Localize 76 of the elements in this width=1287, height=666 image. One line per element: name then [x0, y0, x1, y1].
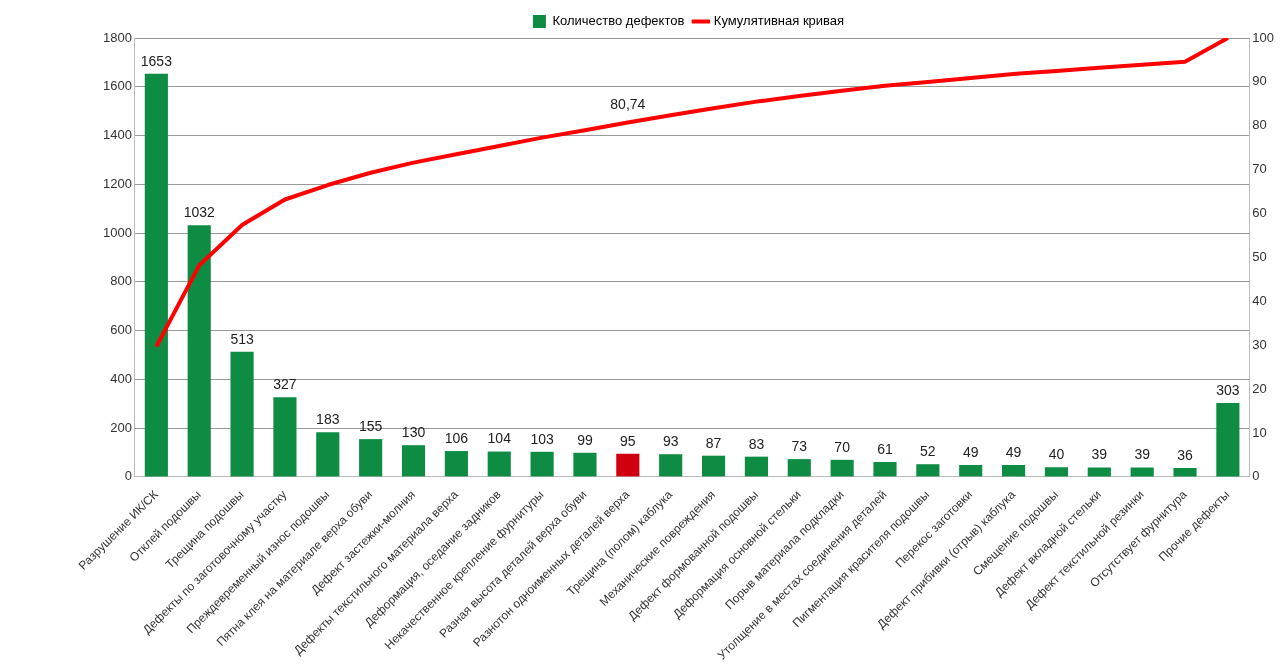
data-label: 1653: [140, 52, 173, 69]
data-label: 87: [705, 434, 722, 451]
data-label: 155: [358, 417, 383, 434]
data-label: 303: [1216, 381, 1240, 398]
data-label: 39: [1091, 446, 1108, 463]
bar: [1044, 467, 1069, 477]
y2-tick-label: 40: [1252, 292, 1267, 308]
bar: [273, 397, 297, 477]
bar: [230, 351, 254, 477]
data-label: 327: [273, 376, 297, 393]
bar: [916, 464, 940, 477]
y-tick-label: 800: [110, 273, 132, 289]
bar: [616, 453, 640, 477]
data-label: 49: [962, 443, 979, 460]
bar: [873, 462, 897, 477]
data-label: 83: [748, 435, 765, 452]
y-tick-label: 1000: [103, 224, 132, 240]
bar: [830, 459, 854, 477]
data-label: 73: [791, 437, 808, 454]
data-label: 106: [444, 429, 469, 446]
y-tick-label: 1200: [103, 175, 132, 191]
y2-tick-label: 90: [1252, 73, 1267, 89]
y2-tick-label: 60: [1252, 205, 1267, 221]
bar: [1216, 403, 1240, 477]
y-tick-label: 1600: [103, 78, 132, 94]
bar: [1002, 464, 1026, 477]
data-label: 36: [1177, 446, 1194, 463]
bar: [573, 452, 597, 477]
y-tick-label: 400: [110, 370, 132, 386]
bar: [659, 454, 683, 477]
y2-tick-label: 0: [1252, 468, 1260, 484]
y2-tick-label: 80: [1252, 117, 1267, 133]
bar: [316, 432, 340, 477]
data-label: 183: [316, 411, 340, 428]
bar: [1130, 467, 1154, 477]
data-label: 1032: [183, 204, 215, 221]
bar: [1087, 467, 1111, 477]
data-label: 39: [1134, 446, 1151, 463]
bar: [1173, 468, 1197, 477]
bar: [744, 456, 768, 477]
data-label: 80,74: [610, 96, 646, 113]
data-label: 104: [487, 430, 512, 447]
bar: [144, 73, 168, 477]
y2-tick-label: 30: [1252, 336, 1267, 352]
legend-label: Количество дефектов: [552, 13, 685, 29]
data-label: 61: [877, 440, 893, 457]
y-tick-label: 0: [124, 468, 132, 484]
bar: [701, 455, 726, 477]
bar: [444, 451, 468, 477]
data-label: 130: [401, 424, 426, 441]
bar: [530, 451, 554, 477]
data-label: 52: [920, 443, 936, 460]
bar: [359, 439, 383, 477]
data-label: 99: [577, 431, 593, 448]
data-label: 513: [230, 330, 254, 347]
y2-tick-label: 10: [1252, 424, 1267, 440]
data-label: 93: [662, 433, 679, 450]
bar: [787, 459, 811, 477]
data-label: 70: [834, 438, 851, 455]
y-tick-label: 1400: [103, 127, 132, 143]
bar: [487, 451, 511, 477]
legend-label: Кумулятивная кривая: [713, 13, 845, 29]
data-label: 40: [1048, 446, 1065, 463]
data-label: 95: [620, 432, 636, 449]
y-tick-label: 600: [110, 322, 132, 338]
y2-tick-label: 100: [1252, 29, 1275, 45]
bar: [187, 225, 211, 477]
y-tick-label: 1800: [103, 29, 132, 45]
y2-tick-label: 50: [1252, 249, 1267, 265]
y-tick-label: 200: [110, 419, 132, 435]
y2-tick-label: 70: [1252, 161, 1267, 177]
data-label: 49: [1005, 443, 1022, 460]
data-label: 103: [530, 430, 554, 447]
bar: [959, 464, 983, 477]
bar: [401, 445, 426, 477]
y2-tick-label: 20: [1252, 380, 1267, 396]
